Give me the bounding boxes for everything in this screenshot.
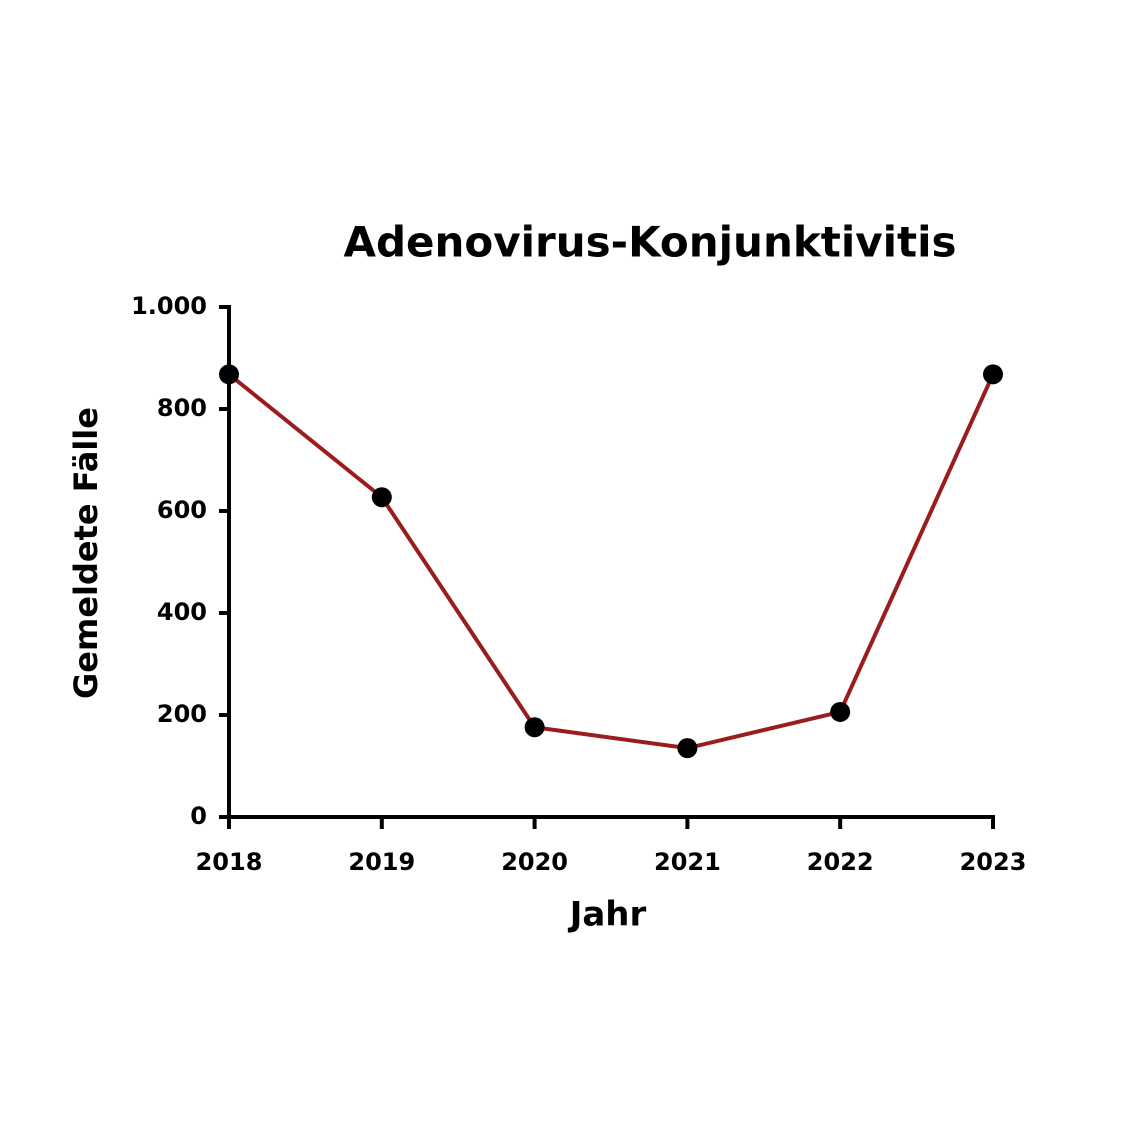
data-point <box>219 364 239 385</box>
x-tick-label: 2018 <box>196 848 263 876</box>
y-tick-label: 1.000 <box>131 292 207 320</box>
data-point <box>524 717 545 738</box>
y-axis-label: Gemeldete Fälle <box>67 407 105 699</box>
x-tick-label: 2023 <box>960 848 1027 876</box>
data-point <box>371 487 392 508</box>
y-tick-label: 0 <box>190 802 207 830</box>
data-point <box>983 364 1003 385</box>
chart-title: Adenovirus-Konjunktivitis <box>343 218 956 267</box>
x-tick-label: 2019 <box>348 848 415 876</box>
data-line <box>227 372 995 751</box>
y-tick-label: 400 <box>157 598 207 626</box>
x-tick-label: 2022 <box>807 848 874 876</box>
x-tick-label: 2021 <box>654 848 721 876</box>
y-tick-label: 600 <box>157 496 207 524</box>
y-tick-label: 200 <box>157 700 207 728</box>
x-tick-label: 2020 <box>501 848 568 876</box>
y-tick-label: 800 <box>157 394 207 422</box>
data-point <box>830 701 851 722</box>
x-axis-label: Jahr <box>568 895 647 935</box>
data-point <box>677 738 698 759</box>
